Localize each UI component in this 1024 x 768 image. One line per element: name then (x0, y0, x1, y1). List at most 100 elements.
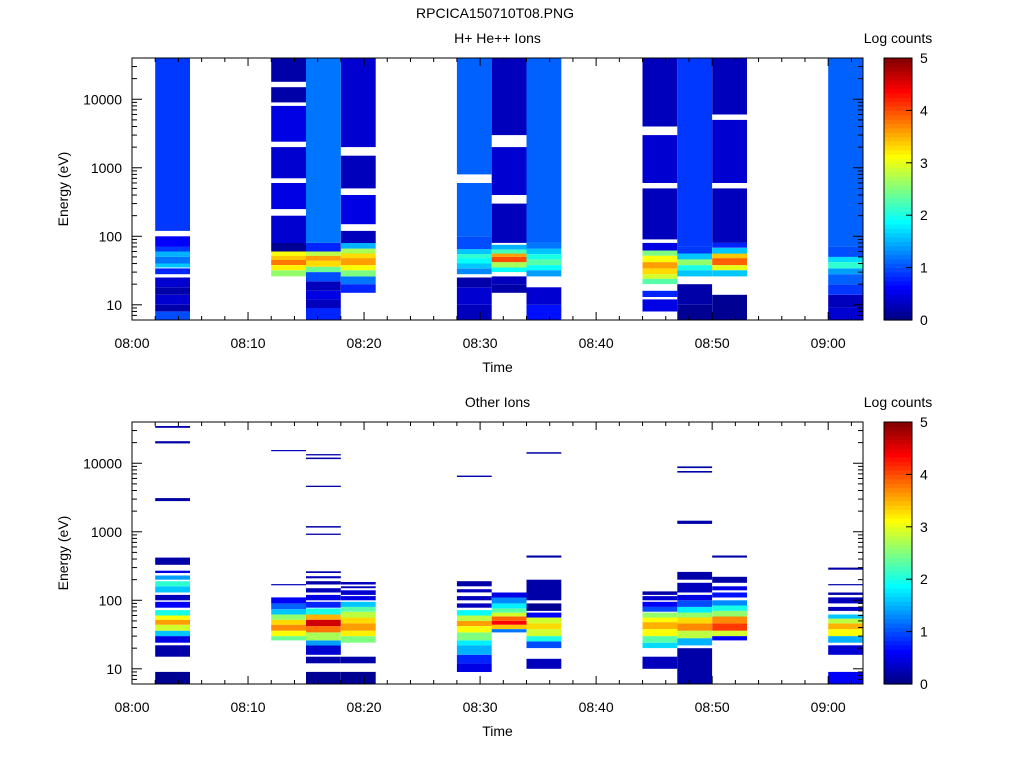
heatmap-cell (526, 304, 562, 320)
heatmap-cell (271, 87, 306, 103)
heatmap-cell (526, 555, 562, 558)
colorbar-segment (884, 640, 912, 646)
colorbar-segment (884, 500, 912, 506)
heatmap-cell (306, 290, 341, 300)
heatmap-cell (828, 592, 863, 595)
colorbar-segment (884, 293, 912, 299)
heatmap-cell (677, 571, 713, 580)
heatmap-cell (677, 471, 713, 473)
heatmap-cell (271, 630, 306, 637)
colorbar-segment (884, 426, 912, 432)
colorbar-segment (884, 298, 912, 304)
heatmap-cell (306, 526, 341, 528)
colorbar-segment (884, 140, 912, 146)
heatmap-cell (340, 623, 376, 631)
heatmap-cell (340, 611, 376, 618)
colorbar-segment (884, 184, 912, 190)
heatmap-cell (642, 636, 678, 643)
colorbar-segment (884, 180, 912, 186)
colorbar-segment (884, 557, 912, 563)
colorbar-segment (884, 202, 912, 208)
heatmap-cell (456, 663, 492, 672)
heatmap-cell (155, 610, 190, 616)
colorbar-segment (884, 539, 912, 545)
colorbar-segment (884, 101, 912, 107)
colorbar-segment (884, 535, 912, 541)
heatmap-cell (271, 255, 306, 260)
heatmap-cell (306, 266, 341, 273)
heatmap-cell (491, 249, 527, 254)
heatmap-cell (828, 614, 863, 619)
heatmap-cell (306, 656, 341, 664)
colorbar-segment (884, 596, 912, 602)
heatmap-cell (712, 258, 747, 266)
heatmap-cell (526, 603, 562, 611)
y-axis-label: Energy (eV) (55, 516, 71, 591)
colorbar-segment (884, 570, 912, 576)
colorbar-segment (884, 106, 912, 111)
heatmap-cell (306, 594, 341, 601)
colorbar-segment (884, 456, 912, 462)
heatmap-cell (155, 441, 190, 444)
colorbar-segment (884, 171, 912, 177)
heatmap-cell (456, 475, 492, 477)
colorbar-tick-label: 4 (920, 102, 928, 118)
colorbar-segment (884, 601, 912, 606)
heatmap-cell (828, 645, 863, 655)
heatmap-cell (340, 636, 376, 643)
heatmap-cell (271, 58, 306, 82)
colorbar-segment (884, 306, 912, 312)
heatmap-cell (642, 262, 678, 269)
heatmap-cell (677, 253, 713, 260)
heatmap-cell (306, 632, 341, 641)
colorbar-segment (884, 583, 912, 589)
heatmap-cell (340, 253, 376, 259)
heatmap-cell (491, 592, 527, 598)
heatmap-cell (271, 636, 306, 641)
heatmap-cell (271, 105, 306, 142)
heatmap-cell (155, 636, 190, 643)
heatmap-cell (642, 290, 678, 297)
heatmap-cell (306, 260, 341, 267)
heatmap-cell (526, 641, 562, 649)
colorbar-segment (884, 228, 912, 234)
heatmap-cell (306, 619, 341, 627)
heatmap-cell (828, 606, 863, 611)
heatmap-cell (271, 614, 306, 620)
colorbar-segment (884, 114, 912, 120)
colorbar-segment (884, 592, 912, 598)
heatmap-cell (712, 294, 747, 320)
heatmap-cell (712, 610, 747, 617)
heatmap-cell (456, 626, 492, 633)
colorbar-segment (884, 666, 912, 672)
heatmap-cell (155, 557, 190, 565)
heatmap-cell (526, 636, 562, 642)
heatmap-cell (271, 603, 306, 610)
heatmap-cell (456, 249, 492, 255)
colorbar-segment (884, 644, 912, 650)
colorbar-segment (884, 110, 912, 116)
colorbar-frame (883, 57, 913, 321)
heatmap-cell (340, 258, 376, 266)
heatmap-cell (828, 597, 863, 604)
heatmap-cell (642, 278, 678, 285)
heatmap-cell (306, 307, 341, 320)
heatmap-cell (456, 645, 492, 655)
y-tick-label: 10000 (83, 455, 122, 471)
x-tick-label: 08:40 (579, 335, 614, 351)
heatmap-cell (526, 259, 562, 266)
colorbar-segment (884, 92, 912, 98)
heatmap-cell (155, 426, 190, 428)
y-tick-label: 10000 (83, 91, 122, 107)
heatmap-cell (677, 617, 713, 624)
heatmap-cell (642, 255, 678, 263)
colorbar-segment (884, 276, 912, 282)
heatmap-cell (828, 284, 863, 295)
heatmap-cell (271, 270, 306, 277)
heatmap-cell (491, 147, 527, 195)
x-tick-label: 08:30 (463, 699, 498, 715)
heatmap-cell (491, 203, 527, 243)
colorbar-segment (884, 132, 912, 138)
colorbar-segment (884, 250, 912, 256)
heatmap-cell (306, 576, 341, 579)
